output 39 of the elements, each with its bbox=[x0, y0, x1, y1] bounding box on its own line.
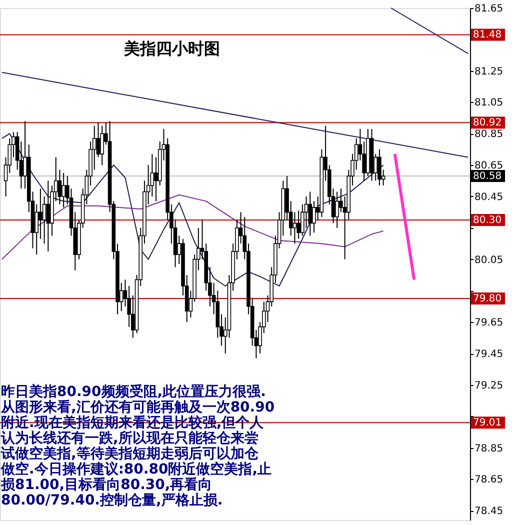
ref-line-label: 80.30 bbox=[473, 215, 502, 226]
candlestick bbox=[100, 125, 104, 166]
candlestick bbox=[335, 191, 339, 228]
line-series bbox=[1, 133, 384, 286]
y-tick-label: 79.25 bbox=[474, 380, 504, 392]
y-tick-label: 80.05 bbox=[474, 254, 504, 266]
candlestick bbox=[296, 210, 300, 240]
ref-line-label: 79.01 bbox=[473, 418, 502, 429]
y-tick-label: 80.85 bbox=[474, 129, 504, 140]
y-tick-label: 81.65 bbox=[474, 4, 504, 14]
y-tick-label: 78.85 bbox=[474, 443, 504, 454]
candlestick bbox=[292, 212, 297, 244]
candlestick bbox=[308, 191, 312, 236]
ref-line-label: 81.48 bbox=[473, 30, 502, 41]
annotation: 80.00/79.40.控制仓量,严格止损. bbox=[1, 492, 223, 508]
annotation: 从图形来看,汇价还有可能再触及一次80.90 bbox=[0, 398, 275, 416]
annotation: 试做空美指,等待美指短期走弱后可以加仓 bbox=[0, 445, 260, 462]
y-tick-label: 80.65 bbox=[474, 160, 504, 172]
annotation: 做空.今日操作建议:80.80附近做空美指,止 bbox=[0, 460, 272, 478]
annotation: 认为长线还有一跌,所以现在只能轻仓来尝 bbox=[0, 430, 258, 446]
y-tick-label: 79.65 bbox=[474, 318, 504, 329]
y-tick-label: 78.45 bbox=[474, 506, 504, 518]
ref-line-label: 80.92 bbox=[473, 118, 502, 129]
candlestick bbox=[38, 188, 42, 240]
y-tick-label: 80.45 bbox=[474, 192, 504, 203]
y-tick-label: 79.45 bbox=[474, 349, 504, 360]
annotation: 损81.00,目标看向80.30,再看向 bbox=[0, 476, 212, 493]
annotation: 昨日美指80.90频频受阻,此位置压力很强. bbox=[1, 383, 266, 400]
y-tick-label: 81.05 bbox=[474, 98, 504, 109]
candlestick bbox=[312, 200, 316, 234]
y-tick-label: 81.25 bbox=[474, 66, 504, 78]
ref-line-label: 79.80 bbox=[473, 294, 502, 305]
text: 美指四小时图 bbox=[123, 39, 220, 58]
candlestick bbox=[62, 172, 66, 208]
line-series bbox=[1, 194, 384, 260]
y-tick-label: 78.65 bbox=[474, 474, 504, 486]
candlestick bbox=[378, 148, 382, 186]
candlestick bbox=[46, 180, 50, 252]
ref-line-label: 80.58 bbox=[473, 171, 502, 182]
